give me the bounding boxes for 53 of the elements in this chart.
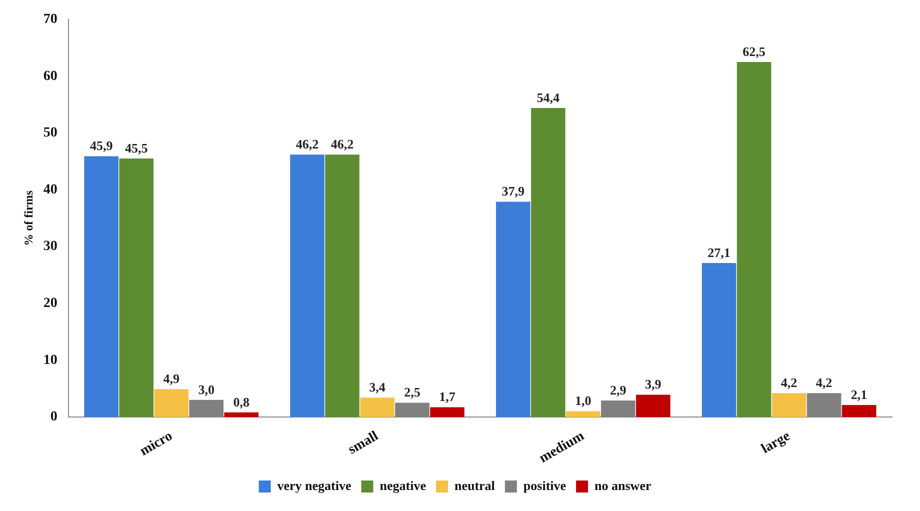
data-label: 2,9 <box>610 382 627 398</box>
bar <box>636 394 670 417</box>
bar <box>360 398 394 417</box>
data-label: 3,4 <box>369 380 386 394</box>
y-tick-label: 60 <box>43 68 58 84</box>
y-tick-label: 70 <box>43 12 58 28</box>
y-tick-label: 50 <box>43 126 58 141</box>
bar <box>530 108 566 417</box>
legend-label: negative <box>380 478 426 493</box>
bar <box>154 389 188 417</box>
y-tick-label: 0 <box>50 410 58 425</box>
bar <box>702 263 736 417</box>
y-tick-label: 20 <box>43 296 58 311</box>
data-label: 45,9 <box>90 138 114 154</box>
data-label: 27,1 <box>708 244 730 260</box>
data-label: 2,1 <box>850 386 868 402</box>
data-label: 54,4 <box>536 90 560 105</box>
data-label: 1,0 <box>575 393 592 408</box>
bar <box>772 393 806 417</box>
data-label: 62,5 <box>742 44 766 59</box>
x-tick-label: large <box>759 428 793 457</box>
legend-label: neutral <box>454 478 496 493</box>
x-tick-label: small <box>346 428 382 458</box>
bar <box>290 154 324 417</box>
data-label: 3,0 <box>198 382 214 397</box>
bar <box>325 154 360 417</box>
bar <box>119 158 154 417</box>
data-label: 45,5 <box>124 140 148 156</box>
legend-label: no answer <box>594 478 652 493</box>
bar <box>842 405 876 417</box>
data-label: 2,5 <box>404 384 421 400</box>
bar <box>84 156 118 417</box>
data-label: 4,2 <box>816 374 832 390</box>
data-label: 0,8 <box>233 394 250 410</box>
y-tick-label: 30 <box>43 239 58 254</box>
data-label: 46,2 <box>296 136 319 152</box>
data-label: 4,9 <box>163 370 180 386</box>
legend-label: positive <box>523 478 566 493</box>
bar <box>496 202 530 417</box>
y-axis-title: % of firms <box>21 190 36 246</box>
data-label: 1,7 <box>439 389 456 404</box>
bar <box>224 412 259 417</box>
x-tick-label: micro <box>138 428 176 460</box>
data-label: 4,2 <box>780 374 798 390</box>
bar <box>566 411 600 417</box>
legend-label: very negative <box>277 478 352 493</box>
y-tick-label: 10 <box>43 352 58 368</box>
data-label: 37,9 <box>502 184 526 199</box>
data-label: 46,2 <box>330 136 354 152</box>
bar <box>430 407 464 417</box>
bar <box>736 62 772 417</box>
y-tick-label: 40 <box>43 182 58 198</box>
data-label: 3,9 <box>645 376 662 392</box>
